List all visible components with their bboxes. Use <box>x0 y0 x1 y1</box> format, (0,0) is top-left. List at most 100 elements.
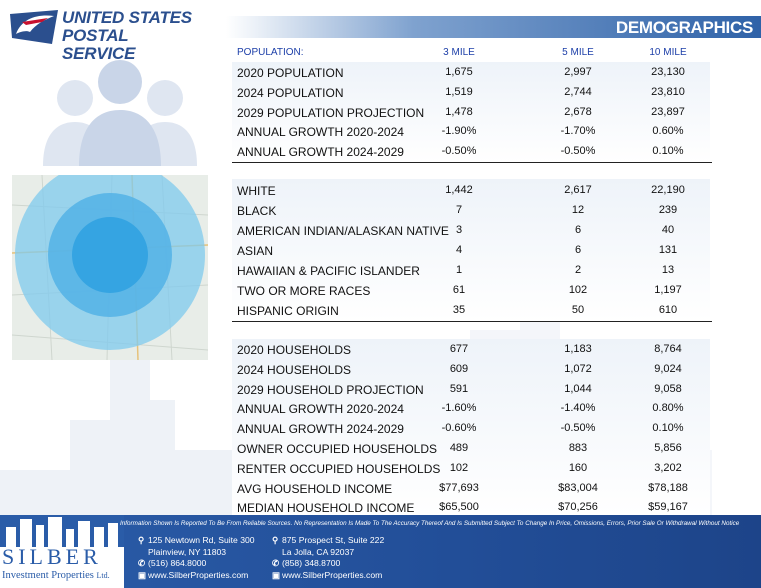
value-5-mile: -0.50% <box>560 145 596 158</box>
row-label: ASIAN <box>237 244 274 258</box>
value-10-mile: 13 <box>661 264 675 276</box>
location-pin-icon: ⚲ <box>138 535 145 545</box>
value-5-mile: 883 <box>568 442 588 454</box>
value-3-mile: 1,442 <box>445 184 473 196</box>
value-10-mile: 0.60% <box>652 125 684 138</box>
row-label: MEDIAN HOUSEHOLD INCOME <box>237 501 415 516</box>
office-ca: ⚲ 875 Prospect St, Suite 222 La Jolla, CA… <box>272 535 384 581</box>
row-label: RENTER OCCUPIED HOUSEHOLDS <box>237 461 441 476</box>
household-row: 2020 HOUSEHOLDS 677 1,183 8,764 <box>237 340 712 360</box>
eagle-icon <box>10 10 58 44</box>
race-row: HAWAIIAN & PACIFIC ISLANDER 1 2 13 <box>237 261 712 281</box>
row-label: AVG HOUSEHOLD INCOME <box>237 481 393 496</box>
value-3-mile: 1,519 <box>445 85 473 98</box>
value-5-mile: 2 <box>574 264 582 276</box>
value-3-mile: 7 <box>455 204 463 216</box>
household-row: AVG HOUSEHOLD INCOME $77,693 $83,004 $78,18… <box>237 479 712 499</box>
header-bar: DEMOGRAPHICS <box>226 16 761 38</box>
race-row: HISPANIC ORIGIN 35 50 610 <box>237 301 712 321</box>
value-3-mile: $77,693 <box>439 481 479 494</box>
race-row: BLACK 7 12 239 <box>237 201 712 221</box>
value-3-mile: 591 <box>449 382 469 395</box>
value-10-mile: 9,058 <box>654 382 682 395</box>
row-label: 2020 POPULATION <box>237 66 344 80</box>
row-label: 2029 POPULATION PROJECTION <box>237 105 425 120</box>
col-10-mile: 10 MILE <box>649 47 687 58</box>
page-title: DEMOGRAPHICS <box>615 18 753 37</box>
people-icon <box>43 60 197 166</box>
usps-logo: UNITED STATES POSTAL SERVICE <box>8 6 193 63</box>
population-row: 2020 POPULATION 1,675 2,997 23,130 <box>237 63 712 83</box>
row-label: ANNUAL GROWTH 2020-2024 <box>237 402 404 417</box>
value-10-mile: 5,856 <box>654 442 682 454</box>
household-row: 2029 HOUSEHOLD PROJECTION 591 1,044 9,058 <box>237 380 712 400</box>
value-3-mile: 61 <box>452 284 466 296</box>
silber-wordmark: SILBER <box>2 544 102 569</box>
household-row: ANNUAL GROWTH 2024-2029 -0.60% -0.50% 0.10% <box>237 419 712 439</box>
value-5-mile: $83,004 <box>558 481 598 494</box>
office-ca-phone[interactable]: (858) 348.8700 <box>282 558 341 568</box>
value-10-mile: 40 <box>661 224 675 236</box>
web-icon: ▣ <box>272 569 281 580</box>
value-5-mile: 160 <box>568 461 588 474</box>
row-label: HISPANIC ORIGIN <box>237 304 339 318</box>
silber-subtitle: Investment Properties Ltd. <box>2 570 110 581</box>
race-row: ASIAN 4 6 131 <box>237 241 712 261</box>
row-label: OWNER OCCUPIED HOUSEHOLDS <box>237 442 438 456</box>
population-section-bg <box>232 62 710 162</box>
population-divider <box>232 162 712 163</box>
value-5-mile: -1.40% <box>560 402 596 415</box>
value-10-mile: 23,130 <box>651 66 685 78</box>
value-5-mile: 2,997 <box>564 66 592 78</box>
value-3-mile: 4 <box>455 244 463 256</box>
value-10-mile: 131 <box>658 244 678 256</box>
row-label: 2029 HOUSEHOLD PROJECTION <box>237 382 424 397</box>
silber-ltd: Ltd. <box>96 571 110 580</box>
office-ny-website[interactable]: www.SilberProperties.com <box>148 569 249 580</box>
location-pin-icon: ⚲ <box>272 535 279 545</box>
population-header: POPULATION: <box>237 47 304 58</box>
row-label: 2024 POPULATION <box>237 85 344 100</box>
col-3-mile: 3 MILE <box>443 47 475 58</box>
value-5-mile: 12 <box>571 204 585 216</box>
value-10-mile: 9,024 <box>654 362 682 375</box>
row-label: ANNUAL GROWTH 2024-2029 <box>237 422 404 437</box>
value-3-mile: $65,500 <box>439 501 479 514</box>
map-graphic <box>12 175 208 360</box>
silber-subtitle-text: Investment Properties <box>2 570 94 581</box>
value-3-mile: 35 <box>452 304 466 316</box>
value-3-mile: 102 <box>449 461 469 474</box>
race-row: AMERICAN INDIAN/ALASKAN NATIVE 3 6 40 <box>237 221 712 241</box>
value-3-mile: 3 <box>455 224 463 236</box>
population-row: 2029 POPULATION PROJECTION 1,478 2,678 23,8… <box>237 103 712 123</box>
office-ca-website[interactable]: www.SilberProperties.com <box>282 569 383 580</box>
value-10-mile: $59,167 <box>648 501 688 514</box>
row-label: 2020 HOUSEHOLDS <box>237 343 352 357</box>
row-label: BLACK <box>237 204 277 218</box>
household-row: ANNUAL GROWTH 2020-2024 -1.60% -1.40% 0.80% <box>237 399 712 419</box>
office-ny-phone[interactable]: (516) 864.8000 <box>148 558 207 568</box>
value-5-mile: 1,183 <box>564 343 592 355</box>
household-section-bg <box>232 339 710 515</box>
household-row: RENTER OCCUPIED HOUSEHOLDS 102 160 3,202 <box>237 459 712 479</box>
household-row: 2024 HOUSEHOLDS 609 1,072 9,024 <box>237 360 712 380</box>
race-section-bg <box>232 179 710 321</box>
value-3-mile: -1.60% <box>441 402 477 415</box>
household-row: OWNER OCCUPIED HOUSEHOLDS 489 883 5,856 <box>237 439 712 459</box>
value-5-mile: 6 <box>574 244 582 256</box>
value-5-mile: -1.70% <box>560 125 596 138</box>
web-icon: ▣ <box>138 569 147 580</box>
value-5-mile: -0.50% <box>560 422 596 435</box>
col-5-mile: 5 MILE <box>562 47 594 58</box>
radius-map <box>12 175 208 360</box>
value-3-mile: 1 <box>455 264 463 276</box>
phone-icon: ✆ <box>138 558 146 568</box>
value-5-mile: 2,678 <box>564 105 592 118</box>
race-row: TWO OR MORE RACES 61 102 1,197 <box>237 281 712 301</box>
population-row: ANNUAL GROWTH 2024-2029 -0.50% -0.50% 0.10% <box>237 142 712 162</box>
value-3-mile: -1.90% <box>441 125 477 138</box>
three-mile-ring <box>72 217 148 293</box>
office-ca-address1: 875 Prospect St, Suite 222 <box>282 535 385 545</box>
value-5-mile: 6 <box>574 224 582 236</box>
value-3-mile: 609 <box>449 362 469 375</box>
